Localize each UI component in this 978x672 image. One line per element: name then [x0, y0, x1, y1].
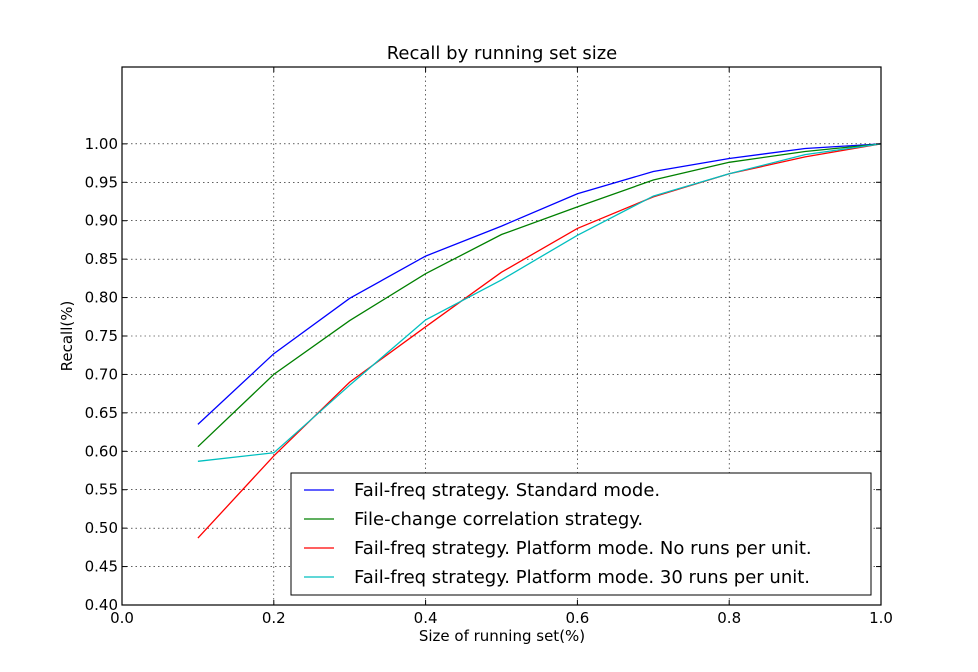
y-tick-label: 0.55: [85, 481, 118, 499]
series-line-4: [197, 143, 882, 462]
x-axis-title: Size of running set(%): [419, 627, 585, 645]
legend-box: [290, 472, 872, 596]
x-tick-label: 1.0: [869, 609, 893, 627]
x-tick-label: 0.2: [262, 609, 286, 627]
legend-label: Fail-freq strategy. Platform mode. 30 ru…: [354, 567, 810, 588]
y-tick-label: 0.50: [85, 519, 118, 537]
y-tick-label: 1.00: [85, 135, 118, 153]
series-group: [197, 143, 882, 539]
y-tick-label: 0.95: [85, 173, 118, 191]
x-tick-label: 0.8: [717, 609, 741, 627]
y-tick-label: 0.90: [85, 212, 118, 230]
legend-label: File-change correlation strategy.: [354, 509, 643, 530]
series-line-2: [197, 143, 882, 448]
y-tick-label: 0.70: [85, 365, 118, 383]
chart-title: Recall by running set size: [387, 43, 618, 64]
legend-label: Fail-freq strategy. Standard mode.: [354, 480, 660, 501]
legend: Fail-freq strategy. Standard mode. File-c…: [290, 472, 872, 596]
tick-labels: 0.0 0.2 0.4 0.6 0.8 1.0 0.40 0.45 0.50 0.55 0.60 0.…: [85, 135, 893, 627]
y-tick-label: 0.80: [85, 289, 118, 307]
y-tick-label: 0.65: [85, 404, 118, 422]
y-tick-label: 0.45: [85, 558, 118, 576]
y-tick-label: 0.60: [85, 442, 118, 460]
y-axis-title: Recall(%): [58, 301, 76, 372]
y-tick-label: 0.75: [85, 327, 118, 345]
y-tick-label: 0.85: [85, 250, 118, 268]
x-tick-label: 0.4: [414, 609, 438, 627]
legend-label: Fail-freq strategy. Platform mode. No ru…: [354, 538, 812, 559]
y-tick-label: 0.40: [85, 596, 118, 614]
series-line-1: [197, 143, 882, 425]
x-tick-label: 0.0: [110, 609, 134, 627]
ticks: [121, 67, 882, 606]
x-tick-label: 0.6: [565, 609, 589, 627]
